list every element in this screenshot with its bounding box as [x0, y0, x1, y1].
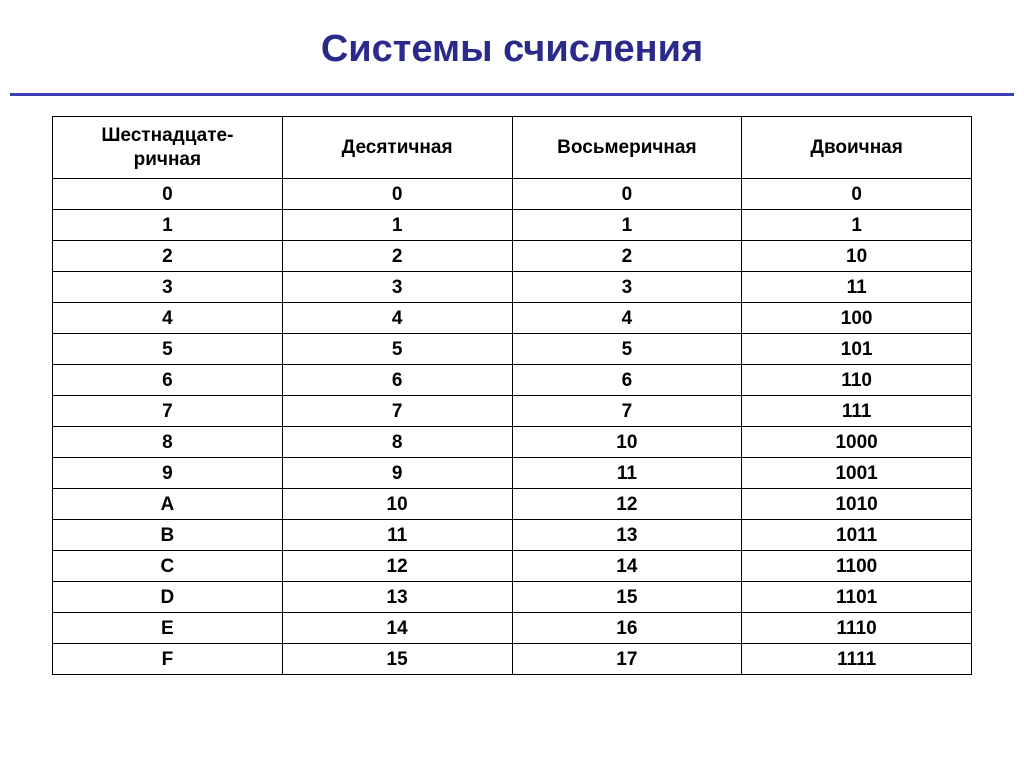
table-row: F15171111: [53, 644, 972, 675]
table-cell: 11: [512, 458, 742, 489]
table-row: 99111001: [53, 458, 972, 489]
table-cell: 11: [282, 520, 512, 551]
table-cell: 10: [742, 241, 972, 272]
table-cell: 5: [512, 334, 742, 365]
table-cell: 5: [282, 334, 512, 365]
table-cell: C: [53, 551, 283, 582]
table-row: D13151101: [53, 582, 972, 613]
table-cell: 6: [282, 365, 512, 396]
table-cell: 4: [53, 303, 283, 334]
table-cell: 6: [53, 365, 283, 396]
table-cell: 2: [282, 241, 512, 272]
table-cell: 1100: [742, 551, 972, 582]
table-cell: A: [53, 489, 283, 520]
table-cell: 13: [512, 520, 742, 551]
table-cell: 5: [53, 334, 283, 365]
table-cell: 1110: [742, 613, 972, 644]
table-cell: 1: [742, 210, 972, 241]
table-cell: 4: [282, 303, 512, 334]
table-cell: 0: [282, 179, 512, 210]
number-systems-table: Шестнадцате-ричная Десятичная Восьмеричн…: [52, 116, 972, 675]
col-hex: Шестнадцате-ричная: [53, 117, 283, 179]
page-title: Системы счисления: [0, 28, 1024, 71]
table-row: 33311: [53, 272, 972, 303]
table-cell: 110: [742, 365, 972, 396]
table-cell: 1: [53, 210, 283, 241]
table-body: 0000111122210333114441005551016661107771…: [53, 179, 972, 675]
table-cell: 12: [512, 489, 742, 520]
table-header-row: Шестнадцате-ричная Десятичная Восьмеричн…: [53, 117, 972, 179]
table-cell: 15: [512, 582, 742, 613]
table-row: 444100: [53, 303, 972, 334]
table-cell: 4: [512, 303, 742, 334]
table-cell: 9: [53, 458, 283, 489]
table-row: 22210: [53, 241, 972, 272]
table-cell: F: [53, 644, 283, 675]
table-cell: 1: [512, 210, 742, 241]
table-cell: 1010: [742, 489, 972, 520]
col-oct: Восьмеричная: [512, 117, 742, 179]
table-cell: 2: [512, 241, 742, 272]
table-cell: 7: [512, 396, 742, 427]
title-underline: [10, 93, 1014, 96]
table-cell: 3: [512, 272, 742, 303]
table-cell: 14: [282, 613, 512, 644]
col-bin: Двоичная: [742, 117, 972, 179]
table-cell: 3: [282, 272, 512, 303]
table-row: 777111: [53, 396, 972, 427]
table-cell: 1011: [742, 520, 972, 551]
table-cell: 10: [282, 489, 512, 520]
table-row: A10121010: [53, 489, 972, 520]
table-cell: 7: [282, 396, 512, 427]
table-cell: 6: [512, 365, 742, 396]
table-cell: 8: [53, 427, 283, 458]
table-cell: 12: [282, 551, 512, 582]
table-cell: 15: [282, 644, 512, 675]
table-row: E14161110: [53, 613, 972, 644]
table-cell: 1: [282, 210, 512, 241]
table-cell: 0: [53, 179, 283, 210]
table-cell: 1001: [742, 458, 972, 489]
table-cell: 100: [742, 303, 972, 334]
table-cell: 13: [282, 582, 512, 613]
table-cell: 1111: [742, 644, 972, 675]
table-cell: B: [53, 520, 283, 551]
table-cell: 111: [742, 396, 972, 427]
table-cell: 11: [742, 272, 972, 303]
table-row: C12141100: [53, 551, 972, 582]
table-cell: 0: [512, 179, 742, 210]
table-cell: 9: [282, 458, 512, 489]
table-row: 88101000: [53, 427, 972, 458]
table-cell: 8: [282, 427, 512, 458]
table-cell: 3: [53, 272, 283, 303]
table-cell: 10: [512, 427, 742, 458]
col-dec: Десятичная: [282, 117, 512, 179]
table-row: 666110: [53, 365, 972, 396]
table-container: Шестнадцате-ричная Десятичная Восьмеричн…: [0, 116, 1024, 675]
table-cell: 16: [512, 613, 742, 644]
table-cell: 14: [512, 551, 742, 582]
table-row: 0000: [53, 179, 972, 210]
table-cell: E: [53, 613, 283, 644]
table-cell: 0: [742, 179, 972, 210]
table-cell: 17: [512, 644, 742, 675]
table-cell: 2: [53, 241, 283, 272]
table-row: B11131011: [53, 520, 972, 551]
table-cell: 1000: [742, 427, 972, 458]
table-cell: D: [53, 582, 283, 613]
table-row: 1111: [53, 210, 972, 241]
table-cell: 101: [742, 334, 972, 365]
table-cell: 7: [53, 396, 283, 427]
table-row: 555101: [53, 334, 972, 365]
table-cell: 1101: [742, 582, 972, 613]
